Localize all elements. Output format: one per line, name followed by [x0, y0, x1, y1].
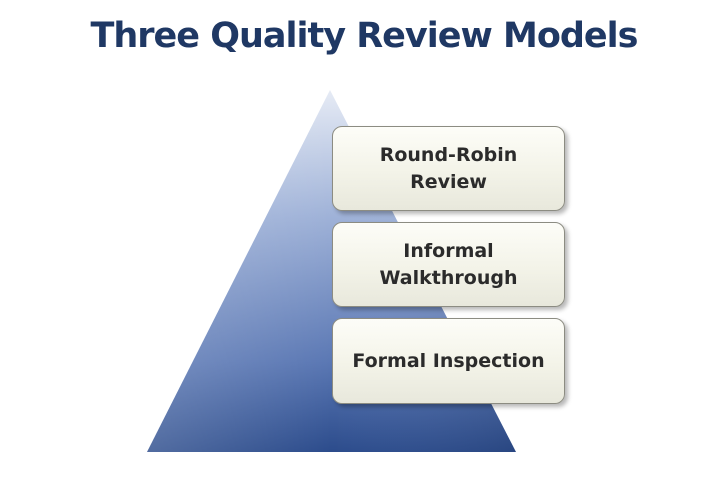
level-box-formal-inspection: Formal Inspection — [332, 318, 565, 404]
level-box-informal-walkthrough: Informal Walkthrough — [332, 222, 565, 307]
level-label: Informal Walkthrough — [379, 239, 518, 289]
level-label: Formal Inspection — [352, 349, 545, 372]
slide-title: Three Quality Review Models — [90, 16, 639, 56]
level-label: Round-Robin Review — [379, 143, 518, 193]
level-box-round-robin-review: Round-Robin Review — [332, 126, 565, 211]
